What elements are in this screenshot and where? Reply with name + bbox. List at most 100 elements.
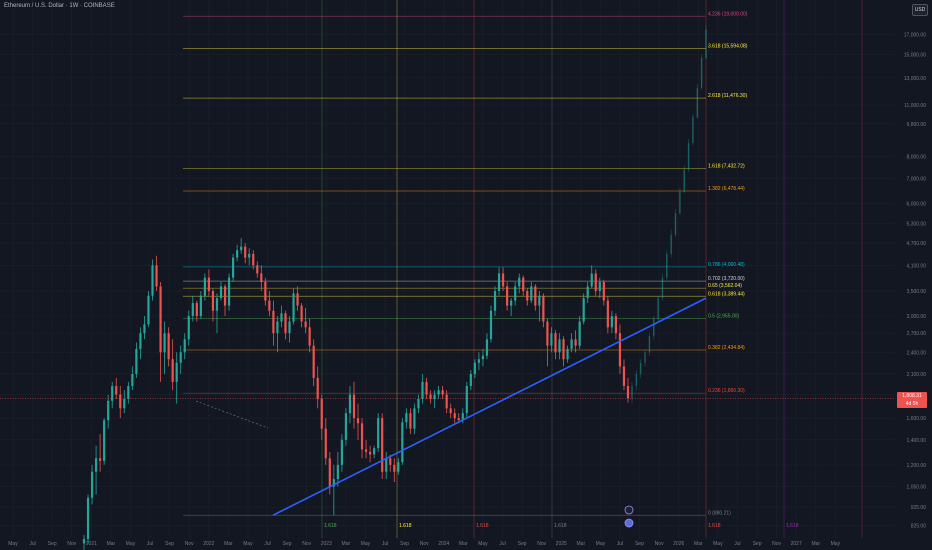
fib-level-label: 3.618 (15,594.08) — [708, 43, 748, 49]
candle — [473, 362, 476, 374]
candle — [131, 373, 134, 387]
time-tick-label: Mar — [694, 541, 703, 547]
candle — [526, 291, 529, 301]
candle — [594, 273, 597, 292]
candle — [413, 408, 416, 429]
time-tick-label: Sep — [753, 541, 762, 547]
fib-level-label: 1.618 (7,432.72) — [708, 164, 745, 170]
time-tick-label: May — [596, 541, 606, 547]
candle — [506, 286, 509, 306]
time-tick-label: May — [243, 541, 253, 547]
time-tick-label: Nov — [537, 541, 546, 547]
time-tick-label: Sep — [283, 541, 292, 547]
price-tick-label: 11,000.00 — [904, 103, 926, 109]
time-tick-label: Mar — [224, 541, 233, 547]
candle — [320, 399, 323, 429]
candle — [223, 286, 227, 306]
projection-candle — [687, 143, 690, 170]
projection-candle — [635, 373, 638, 387]
time-tick-label: Jul — [29, 541, 35, 547]
price-tick-label: 1,200.00 — [907, 463, 927, 469]
candle — [103, 420, 106, 461]
candle — [268, 300, 271, 311]
candle — [139, 333, 142, 349]
candle — [385, 458, 388, 472]
candle — [195, 303, 198, 317]
candle — [236, 250, 239, 258]
candle — [135, 348, 138, 374]
candle — [219, 286, 223, 299]
candle — [393, 464, 396, 472]
price-tick-label: 17,000.00 — [904, 32, 926, 38]
time-fib-label: 1.618 — [324, 523, 337, 529]
candle — [514, 286, 517, 301]
price-tick-label: 15,000.00 — [904, 53, 926, 59]
time-fib-label: 1.618 — [786, 523, 799, 529]
candle — [558, 339, 561, 353]
time-tick-label: Jul — [734, 541, 740, 547]
candle — [179, 352, 182, 363]
candle — [227, 277, 231, 306]
flag-icon — [624, 518, 634, 528]
candle — [352, 394, 356, 419]
candle — [332, 479, 335, 487]
candle — [119, 394, 122, 409]
time-tick-label: 2024 — [438, 541, 449, 547]
candle — [340, 439, 343, 465]
candle — [437, 390, 440, 395]
price-tick-label: 8,000.00 — [907, 155, 927, 161]
candle — [252, 253, 255, 266]
price-tick-label: 3,000.00 — [907, 314, 927, 320]
candle — [570, 339, 573, 349]
candle — [348, 394, 352, 414]
candle — [610, 316, 613, 328]
candle — [421, 381, 424, 400]
time-tick-label: Sep — [518, 541, 527, 547]
candle — [489, 310, 493, 340]
candle — [457, 418, 460, 421]
currency-button[interactable]: USD — [912, 4, 928, 16]
candle — [373, 448, 376, 455]
time-tick-label: Nov — [185, 541, 194, 547]
time-tick-label: Nov — [655, 541, 664, 547]
candle — [147, 295, 150, 325]
candle — [256, 265, 259, 274]
projection-candle — [657, 298, 659, 319]
candle — [574, 339, 577, 346]
candle — [288, 321, 291, 334]
time-tick-label: Mar — [342, 541, 351, 547]
candle — [324, 428, 327, 459]
candle — [497, 273, 501, 292]
bar-countdown: 4d 5h — [905, 401, 919, 408]
candle — [115, 386, 118, 395]
candle — [598, 281, 601, 292]
price-tick-label: 925.00 — [911, 505, 927, 511]
time-tick-label: May — [126, 541, 136, 547]
candle — [86, 497, 90, 540]
candle — [316, 377, 319, 400]
candle — [167, 333, 170, 360]
price-tick-label: 2,400.00 — [907, 350, 927, 356]
price-tick-label: 13,000.00 — [904, 76, 926, 82]
fib-level-label: 0.236 (1,866.30) — [708, 388, 745, 394]
current-price-value: 1,808.31 — [902, 393, 922, 400]
price-tick-label: 6,000.00 — [907, 201, 927, 207]
candle — [510, 300, 513, 306]
candle — [123, 399, 126, 409]
candle — [429, 394, 432, 400]
candle — [433, 394, 436, 400]
candle — [606, 300, 609, 328]
candle — [409, 413, 412, 429]
trendline — [272, 297, 707, 516]
projection-candle — [661, 277, 664, 299]
time-tick-label: Jul — [147, 541, 153, 547]
candle — [578, 321, 581, 346]
price-tick-label: 4,100.00 — [907, 263, 927, 269]
candle — [614, 316, 618, 334]
time-tick-label: May — [361, 541, 371, 547]
candle — [562, 339, 565, 360]
time-tick-label: Jul — [617, 541, 623, 547]
candle — [477, 359, 481, 363]
candle — [175, 362, 178, 382]
